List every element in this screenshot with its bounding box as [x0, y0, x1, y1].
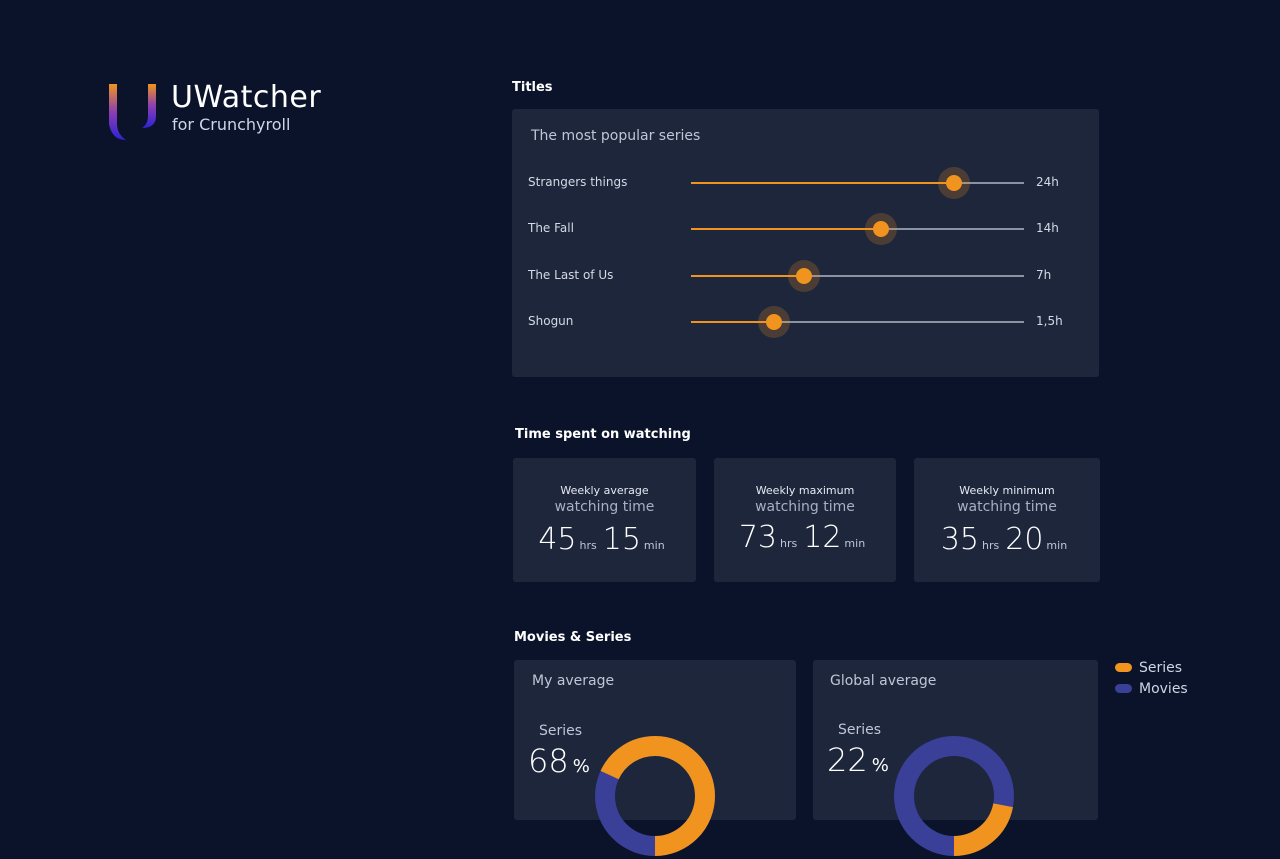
- series-name: Shogun: [528, 314, 574, 328]
- stat-value: 45 hrs 15 min: [513, 522, 696, 557]
- donut-card-title: Global average: [830, 673, 937, 689]
- series-slider-handle[interactable]: [872, 221, 889, 237]
- stat-label: Weekly minimum: [959, 484, 1055, 497]
- time-section-title: Time spent on watching: [515, 427, 691, 442]
- series-slider-fill: [691, 228, 881, 230]
- stat-minutes-unit: min: [1046, 539, 1068, 552]
- series-hours: 1,5h: [1036, 314, 1063, 328]
- titles-section-title: Titles: [512, 80, 553, 95]
- legend-swatch-series: [1115, 663, 1132, 672]
- series-hours: 24h: [1036, 175, 1059, 189]
- stat-hours-unit: hrs: [780, 537, 798, 550]
- donut-series-label: Series: [838, 722, 882, 738]
- uwatcher-logo-icon: [109, 84, 156, 140]
- brand-subtitle: for Crunchyroll: [172, 115, 291, 134]
- stat-hours-unit: hrs: [579, 539, 597, 552]
- series-slider-track[interactable]: [691, 213, 1024, 245]
- stat-minutes: 12: [803, 520, 842, 555]
- series-row: Strangers things 24h: [512, 162, 1099, 202]
- weekly-minimum-card: Weekly minimum watching time 35 hrs 20 min: [914, 458, 1100, 582]
- movies-series-section-title: Movies & Series: [514, 630, 632, 645]
- global-average-card: Global average Series 22%: [813, 660, 1098, 856]
- series-hours: 14h: [1036, 221, 1059, 235]
- series-row: The Fall 14h: [512, 208, 1099, 248]
- stat-label: Weekly average: [560, 484, 649, 497]
- stat-sublabel: watching time: [755, 499, 855, 515]
- series-row: The Last of Us 7h: [512, 255, 1099, 295]
- stat-sublabel: watching time: [554, 499, 655, 515]
- brand-name: UWatcher: [171, 80, 322, 115]
- stat-hours: 73: [738, 520, 777, 555]
- stat-hours: 45: [538, 522, 577, 557]
- series-slider-track[interactable]: [691, 306, 1024, 338]
- stat-minutes: 15: [602, 522, 641, 557]
- donut-percent-value: 22: [827, 741, 868, 779]
- stat-minutes: 20: [1005, 522, 1044, 557]
- weekly-maximum-card: Weekly maximum watching time 73 hrs 12 min: [714, 458, 896, 582]
- series-hours: 7h: [1036, 268, 1052, 282]
- stat-minutes-unit: min: [643, 539, 665, 552]
- stat-value: 73 hrs 12 min: [714, 520, 896, 555]
- stat-minutes-unit: min: [844, 537, 866, 550]
- donut-percent: 68%: [528, 742, 590, 780]
- donut-percent-sign: %: [871, 755, 889, 776]
- stat-sublabel: watching time: [957, 499, 1057, 515]
- series-slider-track[interactable]: [691, 167, 1024, 199]
- donut-series-label: Series: [539, 723, 583, 739]
- series-slider-handle[interactable]: [796, 268, 813, 284]
- series-name: Strangers things: [528, 175, 628, 189]
- donut-percent-sign: %: [572, 756, 590, 777]
- my-average-card: My average Series 68%: [514, 660, 796, 856]
- series-slider-handle[interactable]: [946, 175, 963, 191]
- weekly-average-card: Weekly average watching time 45 hrs 15 min: [513, 458, 696, 582]
- series-name: The Last of Us: [528, 268, 614, 282]
- popular-series-card: The most popular series Strangers things…: [512, 109, 1099, 377]
- series-row: Shogun 1,5h: [512, 301, 1099, 341]
- series-slider-handle[interactable]: [766, 314, 783, 330]
- donut-card-title: My average: [532, 673, 615, 689]
- stat-hours: 35: [940, 522, 979, 557]
- legend-label: Series: [1139, 660, 1183, 676]
- series-name: The Fall: [528, 221, 574, 235]
- series-slider-fill: [691, 182, 955, 184]
- donut-percent-value: 68: [528, 742, 569, 780]
- legend-label: Movies: [1139, 681, 1188, 697]
- stat-value: 35 hrs 20 min: [914, 522, 1100, 557]
- series-slider-fill: [691, 321, 775, 323]
- popular-series-heading: The most popular series: [531, 128, 701, 144]
- stat-label: Weekly maximum: [755, 484, 855, 497]
- legend-swatch-movies: [1115, 684, 1132, 693]
- stat-hours-unit: hrs: [982, 539, 1000, 552]
- series-slider-track[interactable]: [691, 260, 1024, 292]
- series-slider-fill: [691, 275, 805, 277]
- global-average-donut-chart: [894, 736, 1014, 856]
- my-average-donut-chart: [595, 736, 715, 856]
- donut-percent: 22%: [827, 741, 889, 779]
